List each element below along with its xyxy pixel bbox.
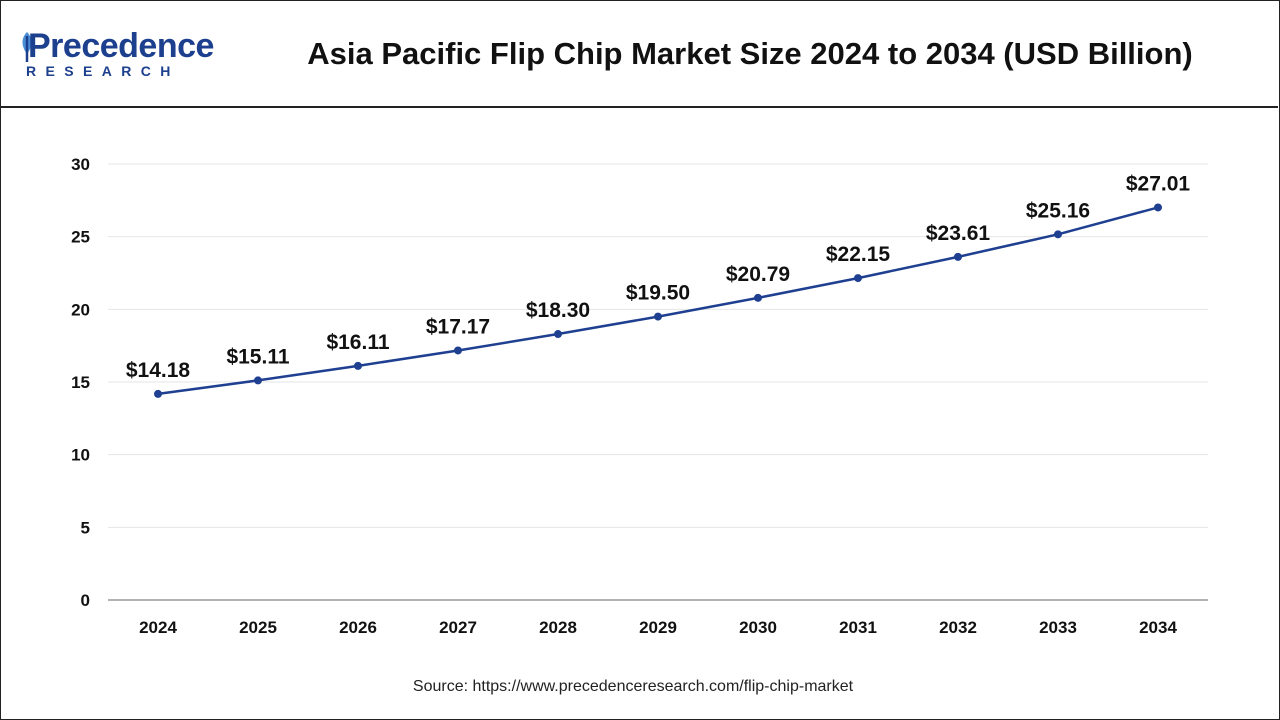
header: Precedence RESEARCH Asia Pacific Flip Ch… — [0, 0, 1278, 108]
data-label: $17.17 — [426, 315, 490, 338]
data-point — [154, 389, 162, 398]
logo-tagline: RESEARCH — [26, 63, 180, 79]
chart-title: Asia Pacific Flip Chip Market Size 2024 … — [307, 36, 1193, 71]
y-tick-label: 0 — [81, 591, 90, 610]
data-point — [554, 330, 562, 339]
y-tick-label: 5 — [81, 518, 90, 537]
data-point — [854, 274, 862, 283]
data-label: $14.18 — [126, 359, 191, 382]
data-point — [254, 376, 262, 385]
x-tick-label: 2027 — [439, 618, 477, 637]
x-tick-label: 2025 — [239, 618, 277, 637]
data-label: $19.50 — [626, 282, 690, 305]
data-point — [454, 346, 462, 355]
x-tick-label: 2028 — [539, 618, 577, 637]
leaf-icon — [22, 32, 32, 62]
data-label: $27.01 — [1126, 172, 1191, 195]
data-label: $20.79 — [726, 263, 790, 286]
data-point — [654, 312, 662, 321]
data-point — [754, 293, 762, 302]
x-tick-label: 2034 — [1139, 618, 1177, 637]
data-label: $18.30 — [526, 299, 590, 322]
source-note: Source: https://www.precedenceresearch.c… — [412, 678, 854, 695]
data-label: $15.11 — [226, 345, 289, 368]
data-point — [354, 361, 362, 370]
data-label: $22.15 — [826, 243, 891, 266]
y-tick-label: 15 — [71, 373, 90, 392]
y-tick-label: 25 — [71, 228, 90, 247]
data-label: $23.61 — [926, 222, 991, 245]
x-tick-label: 2033 — [1039, 618, 1077, 637]
x-tick-label: 2032 — [939, 618, 977, 637]
y-tick-label: 10 — [71, 446, 90, 465]
x-tick-label: 2031 — [839, 618, 877, 637]
x-tick-label: 2029 — [639, 618, 677, 637]
data-point — [954, 252, 962, 261]
x-tick-label: 2024 — [139, 618, 177, 637]
y-tick-label: 20 — [71, 300, 90, 319]
y-tick-label: 30 — [71, 155, 90, 174]
x-tick-label: 2026 — [339, 618, 377, 637]
x-tick-label: 2030 — [739, 618, 777, 637]
data-label: $16.11 — [326, 331, 389, 354]
logo-wordmark: Precedence — [28, 27, 214, 65]
data-point — [1054, 230, 1062, 239]
brand-logo: Precedence RESEARCH — [20, 26, 220, 86]
data-point — [1154, 203, 1162, 212]
data-label: $25.16 — [1026, 199, 1090, 222]
